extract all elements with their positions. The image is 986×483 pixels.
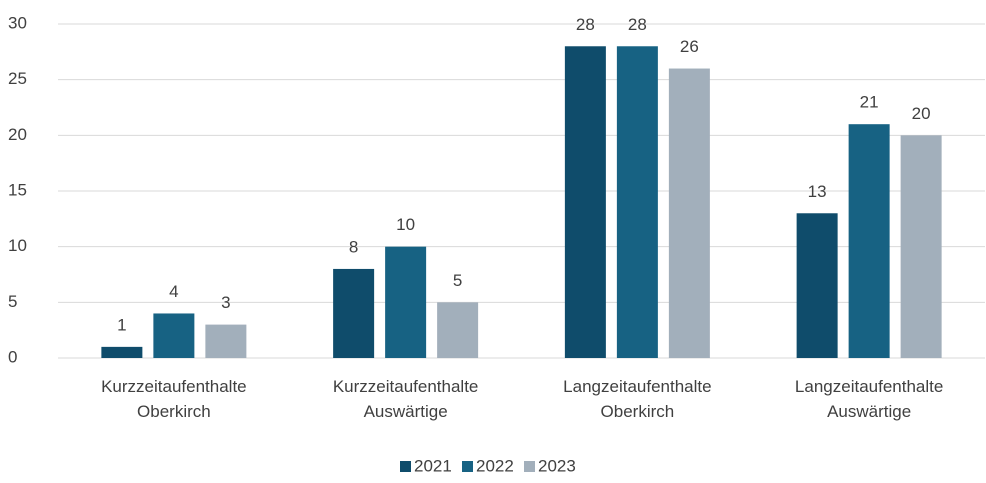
data-label: 4 xyxy=(169,282,178,301)
y-tick-label: 15 xyxy=(8,180,27,199)
bar xyxy=(564,46,606,359)
legend-label: 2023 xyxy=(538,456,576,475)
y-tick-label: 0 xyxy=(8,347,17,366)
legend-swatch xyxy=(462,461,473,472)
y-tick-label: 25 xyxy=(8,69,27,88)
data-label: 8 xyxy=(349,237,358,256)
x-tick-label: Langzeitaufenthalte Oberkirch xyxy=(563,377,711,421)
data-label: 3 xyxy=(221,293,230,312)
data-label: 26 xyxy=(680,37,699,56)
bar xyxy=(385,246,427,358)
data-label: 1 xyxy=(117,315,126,334)
bar xyxy=(616,46,658,359)
legend-swatch xyxy=(400,461,411,472)
bar xyxy=(668,68,710,359)
x-tick-label: Langzeitaufenthalte Auswärtige xyxy=(795,377,943,421)
data-label: 20 xyxy=(912,104,931,123)
bar xyxy=(101,346,143,358)
y-tick-label: 30 xyxy=(8,13,27,32)
legend-swatch xyxy=(524,461,535,472)
legend-label: 2022 xyxy=(476,456,514,475)
legend-label: 2021 xyxy=(414,456,452,475)
data-label: 28 xyxy=(628,15,647,34)
bar xyxy=(900,135,942,358)
bar xyxy=(796,213,838,358)
bar xyxy=(848,124,890,358)
x-tick-label: Kurzzeitaufenthalte Oberkirch xyxy=(101,377,247,421)
bar xyxy=(437,302,479,358)
bar xyxy=(333,268,375,358)
y-tick-label: 10 xyxy=(8,236,27,255)
data-label: 21 xyxy=(860,93,879,112)
data-label: 5 xyxy=(453,271,462,290)
data-label: 28 xyxy=(576,15,595,34)
bar xyxy=(205,324,247,358)
y-tick-label: 5 xyxy=(8,292,17,311)
x-tick-label: Kurzzeitaufenthalte Auswärtige xyxy=(333,377,479,421)
bar xyxy=(153,313,195,358)
y-tick-label: 20 xyxy=(8,125,27,144)
data-label: 10 xyxy=(396,215,415,234)
data-label: 13 xyxy=(808,182,827,201)
